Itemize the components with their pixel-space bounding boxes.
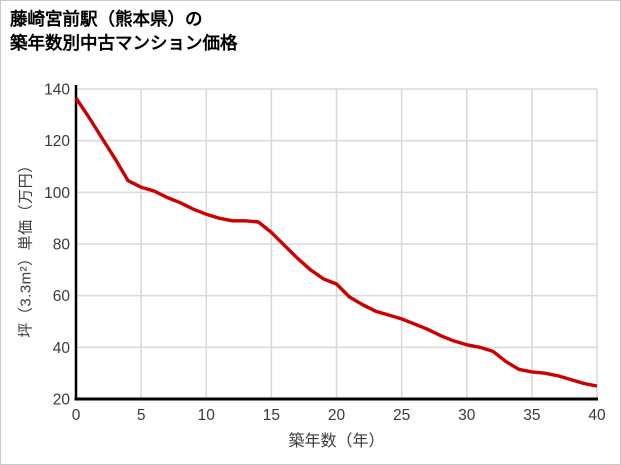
- y-tick-label: 80: [53, 237, 71, 254]
- x-tick-label: 0: [72, 407, 81, 424]
- y-tick-label: 40: [53, 340, 71, 357]
- chart-title: 藤崎宮前駅（熊本県）の築年数別中古マンション価格: [10, 7, 238, 55]
- x-tick-label: 25: [393, 407, 410, 424]
- x-tick-label: 30: [458, 407, 476, 424]
- x-tick-label: 5: [137, 407, 146, 424]
- y-tick-label: 100: [44, 185, 70, 202]
- x-tick-label: 10: [198, 407, 216, 424]
- x-tick-label: 15: [263, 407, 280, 424]
- price-line: [74, 97, 598, 388]
- y-tick-label: 120: [44, 133, 70, 150]
- y-tick-label: 60: [53, 288, 71, 305]
- y-axis-label: 坪（3.3m²）単価（万円）: [17, 157, 35, 338]
- chart-title-line2: 築年数別中古マンション価格: [10, 33, 238, 53]
- x-tick-label: 40: [588, 407, 606, 424]
- x-axis-label: 築年数（年）: [288, 433, 385, 450]
- y-tick-label: 20: [53, 392, 71, 409]
- x-tick-label: 35: [523, 407, 540, 424]
- y-tick-label: 140: [44, 82, 70, 99]
- x-tick-label: 20: [328, 407, 346, 424]
- chart-title-line1: 藤崎宮前駅（熊本県）の: [10, 9, 203, 29]
